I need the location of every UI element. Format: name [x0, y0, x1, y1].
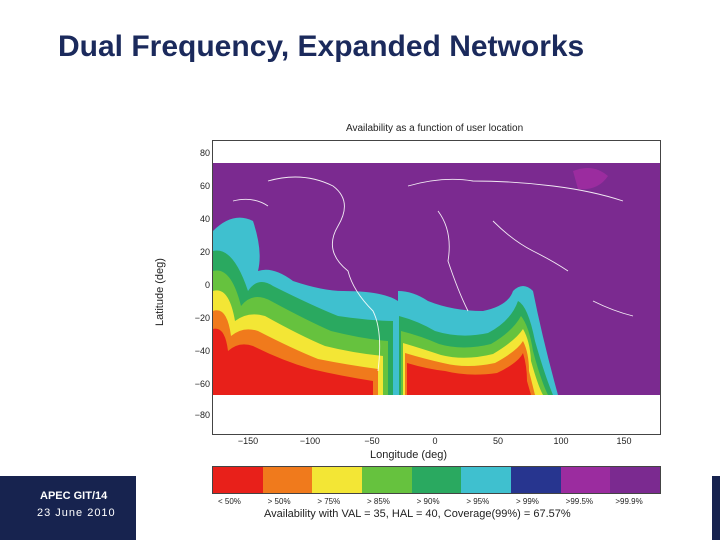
slide-title: Dual Frequency, Expanded Networks — [58, 30, 585, 63]
availability-map-graphic — [213, 141, 660, 434]
x-tick-label: −150 — [237, 436, 259, 446]
legend-swatch — [262, 467, 313, 493]
legend-label: > 75% — [317, 497, 341, 506]
legend-swatch — [362, 467, 412, 493]
legend-label: > 90% — [416, 497, 440, 506]
y-tick-label: −60 — [194, 379, 210, 389]
legend-label: >99.9% — [615, 497, 643, 506]
y-tick-label: 0 — [204, 280, 210, 290]
color-legend — [212, 466, 661, 494]
y-tick-label: 40 — [199, 214, 210, 224]
footer-meeting-id: APEC GIT/14 — [40, 490, 108, 502]
x-tick-label: 0 — [432, 436, 438, 446]
legend-label: > 99% — [516, 497, 539, 506]
x-axis-label: Longitude (deg) — [370, 449, 448, 461]
legend-swatch — [560, 467, 611, 493]
legend-label: > 50% — [267, 497, 291, 506]
legend-swatch — [461, 467, 512, 493]
availability-map — [212, 140, 661, 435]
legend-swatch — [511, 467, 561, 493]
legend-swatch — [312, 467, 363, 493]
legend-swatch — [411, 467, 462, 493]
footer-accent-bar — [712, 476, 720, 540]
legend-swatch — [213, 467, 263, 493]
footer-date: 23 June 2010 — [37, 507, 116, 519]
footer-panel — [0, 476, 136, 540]
y-tick-label: 80 — [199, 148, 210, 158]
x-tick-label: 50 — [492, 436, 503, 446]
legend-label: < 50% — [218, 497, 241, 506]
y-tick-label: −40 — [194, 346, 210, 356]
y-tick-label: −20 — [194, 313, 210, 323]
y-tick-label: 20 — [199, 247, 210, 257]
y-tick-label: −80 — [194, 410, 210, 420]
legend-label: > 95% — [466, 497, 490, 506]
map-caption: Availability with VAL = 35, HAL = 40, Co… — [264, 508, 571, 520]
legend-label: >99.5% — [565, 497, 594, 506]
y-tick-label: 60 — [199, 181, 210, 191]
x-tick-label: 150 — [616, 436, 632, 446]
x-tick-label: −50 — [364, 436, 380, 446]
x-tick-label: −100 — [299, 436, 321, 446]
map-title: Availability as a function of user locat… — [346, 123, 524, 134]
x-tick-label: 100 — [553, 436, 569, 446]
y-axis-label: Latitude (deg) — [154, 258, 166, 326]
legend-swatch — [610, 467, 661, 493]
legend-label: > 85% — [367, 497, 390, 506]
